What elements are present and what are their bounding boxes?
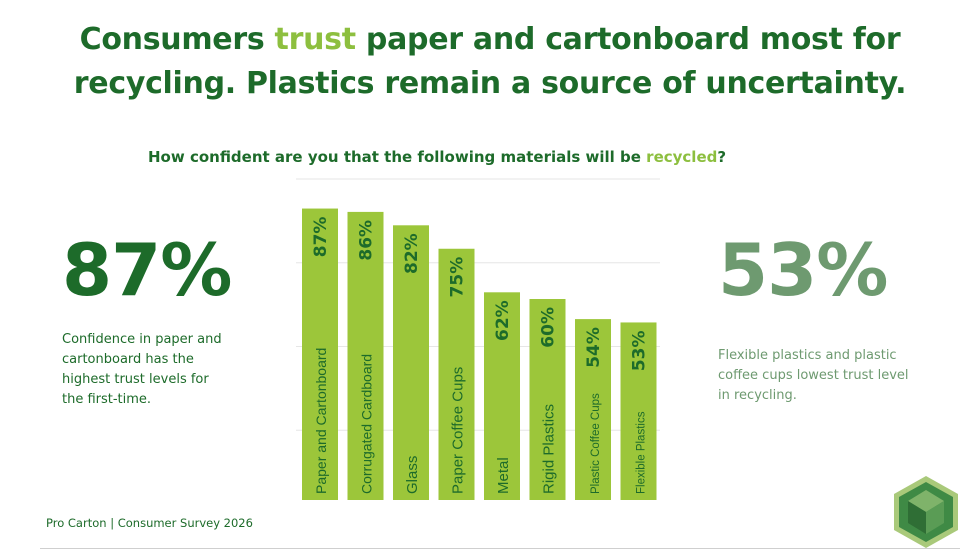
- headline-line-1: Consumers trust paper and cartonboard mo…: [0, 18, 980, 62]
- bar-group: 75% Paper Coffee Cups: [438, 248, 475, 500]
- question-text: How confident are you that the following…: [148, 148, 647, 166]
- bar-value-label: 54%: [584, 327, 604, 368]
- category-label: Paper and Cartonboard: [313, 348, 329, 494]
- question-highlight: recycled: [646, 148, 718, 166]
- category-label: Rigid Plastics: [541, 404, 558, 494]
- bar-value-label: 87%: [311, 217, 331, 258]
- question-text: ?: [717, 148, 727, 166]
- bar-value-label: 75%: [448, 257, 468, 298]
- headline-text: Consumers: [79, 22, 275, 57]
- bottom-divider: [40, 548, 960, 549]
- category-label: Plastic Coffee Cups: [590, 393, 602, 494]
- bar-group: 60% Rigid Plastics: [529, 299, 566, 500]
- bar: [438, 248, 475, 500]
- bar: [347, 211, 384, 500]
- bar-group: 54% Plastic Coffee Cups: [575, 319, 611, 500]
- headline-highlight: trust: [274, 22, 357, 57]
- bar-group: 87% Paper and Cartonboard: [302, 208, 338, 501]
- left-stat-value: 87%: [62, 228, 232, 312]
- bar-group: 62% Metal: [484, 292, 520, 500]
- bar-value-label: 53%: [630, 330, 650, 371]
- category-label: Glass: [404, 456, 421, 494]
- chart-question: How confident are you that the following…: [148, 148, 726, 166]
- category-label: Corrugated Cardboard: [359, 354, 375, 494]
- right-stat-value: 53%: [718, 228, 888, 312]
- bar: [484, 292, 520, 500]
- left-stat-description: Confidence in paper and cartonboard has …: [62, 332, 222, 407]
- headline-text: paper and cartonboard most for: [355, 22, 901, 57]
- bar-value-label: 60%: [539, 307, 559, 348]
- category-label: Flexible Plastics: [636, 411, 648, 494]
- category-label: Paper Coffee Cups: [450, 367, 467, 494]
- bar-group: 86% Corrugated Cardboard: [347, 211, 384, 500]
- category-label: Metal: [495, 457, 512, 494]
- bar-value-label: 86%: [357, 220, 377, 261]
- bar-group: 82% Glass: [393, 225, 429, 501]
- bar-group: 53% Flexible Plastics: [620, 322, 657, 500]
- bar: [575, 319, 611, 500]
- pro-carton-hexagon-logo-icon: [894, 476, 958, 548]
- headline-line-2: recycling. Plastics remain a source of u…: [73, 66, 907, 101]
- bar: [302, 208, 338, 501]
- bar: [620, 322, 657, 500]
- headline: Consumers trust paper and cartonboard mo…: [0, 18, 980, 106]
- source-caption: Pro Carton | Consumer Survey 2026: [46, 516, 253, 530]
- bar-value-label: 62%: [493, 300, 513, 341]
- bar: [529, 299, 566, 500]
- bar: [393, 225, 429, 501]
- right-stat-description: Flexible plastics and plastic coffee cup…: [718, 348, 909, 403]
- bar-value-label: 82%: [402, 233, 422, 274]
